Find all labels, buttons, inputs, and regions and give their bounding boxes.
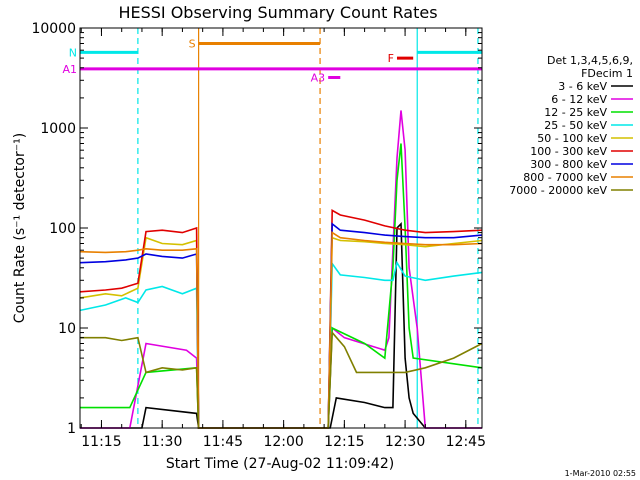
- legend-entry-label: 25 - 50 keV: [544, 119, 607, 132]
- legend-entry-label: 100 - 300 keV: [530, 145, 607, 158]
- y-axis-label: Count Rate (s⁻¹ detector⁻¹): [12, 133, 28, 323]
- flag-label: S: [189, 37, 196, 50]
- series-line: [80, 143, 483, 429]
- x-axis-label: Start Time (27-Aug-02 11:09:42): [166, 456, 394, 472]
- x-tick-label: 12:30: [385, 434, 425, 450]
- y-tick-label: 100: [49, 221, 76, 237]
- legend-header: FDecim 1: [581, 67, 633, 80]
- legend-entry-label: 50 - 100 keV: [537, 132, 607, 145]
- flag-label: F: [388, 52, 394, 65]
- legend-entry-label: 7000 - 20000 keV: [509, 184, 607, 197]
- series-line: [80, 221, 482, 429]
- x-tick-label: 11:45: [203, 434, 243, 450]
- series-line: [79, 222, 483, 429]
- series-line: [79, 231, 483, 429]
- flag-bars: N S A1 A3 F: [62, 37, 482, 84]
- legend-header: Det 1,3,4,5,6,9,: [547, 54, 633, 67]
- chart-title: HESSI Observing Summary Count Rates: [118, 3, 437, 22]
- x-tick-label: 12:15: [324, 434, 364, 450]
- x-tick-label: 12:45: [446, 434, 486, 450]
- legend-entry-label: 12 - 25 keV: [544, 106, 607, 119]
- flag-label: A1: [62, 63, 77, 76]
- y-tick-label: 10: [58, 321, 76, 337]
- y-ticks: 1 10 100 1000 10000: [31, 21, 482, 437]
- series-line: [79, 209, 483, 429]
- legend-entry-label: 3 - 6 keV: [558, 80, 607, 93]
- x-tick-label: 11:15: [81, 434, 121, 450]
- flag-label: A3: [311, 71, 326, 84]
- x-tick-label: 11:30: [142, 434, 182, 450]
- timestamp: 1-Mar-2010 02:55: [565, 469, 636, 478]
- legend-entry-label: 800 - 7000 keV: [523, 171, 607, 184]
- legend-entry-label: 300 - 800 keV: [530, 158, 607, 171]
- flag-label: N: [69, 46, 77, 59]
- x-ticks: 11:15 11:30 11:45 12:00 12:15 12:30 12:45: [80, 28, 486, 450]
- series-lines: [79, 110, 483, 429]
- y-tick-label: 1: [67, 421, 76, 437]
- x-tick-label: 12:00: [263, 434, 303, 450]
- y-tick-label: 10000: [31, 21, 76, 37]
- y-tick-label: 1000: [40, 121, 76, 137]
- legend-entry-label: 6 - 12 keV: [551, 93, 607, 106]
